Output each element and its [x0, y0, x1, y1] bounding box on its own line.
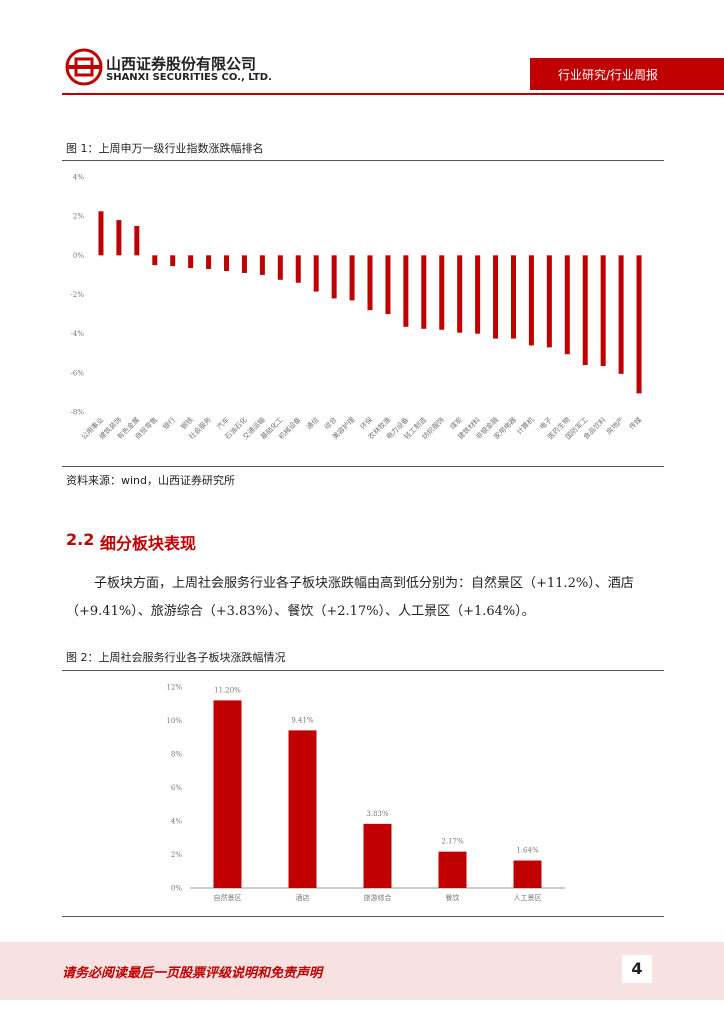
paragraph: 子板块方面，上周社会服务行业各子板块涨跌幅由高到低分别为：自然景区（+11.2%…: [66, 576, 634, 619]
report-type: 行业研究/行业周报: [558, 68, 659, 82]
bar: [564, 255, 570, 355]
bar: [206, 255, 212, 270]
x-tick-label: 电子: [538, 415, 554, 431]
bar: [170, 255, 176, 267]
figure-caption: 图 1：上周申万一级行业指数涨跌幅排名: [66, 142, 264, 155]
bar: [528, 255, 534, 346]
bar: [421, 255, 427, 329]
x-tick-label: 钢铁: [179, 415, 195, 431]
bar: [152, 255, 158, 266]
x-tick-label: 旅游综合: [364, 893, 392, 902]
bar: [331, 255, 337, 299]
bar: [98, 211, 104, 256]
bar: [600, 255, 606, 366]
x-tick-label: 人工景区: [514, 894, 542, 902]
y-tick-label: 2%: [171, 851, 182, 859]
y-tick-label: -2%: [71, 291, 85, 299]
y-tick-label: 0%: [171, 885, 182, 893]
bar: [134, 225, 140, 256]
figure-caption: 图 2：上周社会服务行业各子板块涨跌幅情况: [66, 651, 286, 664]
bar: [457, 255, 463, 333]
x-tick-label: 综合: [322, 415, 338, 431]
header-rule: [62, 93, 724, 95]
bar: [582, 255, 588, 365]
bar: [349, 255, 355, 301]
bar: [385, 255, 391, 315]
y-tick-label: 12%: [166, 684, 182, 692]
bar: [367, 255, 373, 311]
footer-band: [0, 942, 724, 1000]
value-label: 2.17%: [441, 838, 464, 846]
section-number: 2.2: [66, 530, 95, 549]
x-tick-label: 环保: [358, 415, 374, 431]
y-tick-label: -6%: [71, 369, 85, 377]
bar: [438, 851, 467, 888]
source: 资料来源：wind，山西证券研究所: [66, 474, 236, 487]
value-label: 3.83%: [366, 810, 389, 818]
bar: [188, 255, 194, 269]
bar: [403, 255, 409, 327]
y-tick-label: -4%: [71, 330, 85, 338]
x-tick-label: 房地产: [604, 415, 625, 436]
page-number: 4: [622, 955, 652, 983]
company: 山西证券股份有限公司: [106, 55, 257, 73]
value-label: 9.41%: [291, 716, 314, 724]
bar: [213, 700, 242, 888]
x-tick-label: 自然景区: [214, 893, 242, 902]
bar: [116, 220, 122, 256]
bar: [636, 255, 642, 394]
bar: [493, 255, 499, 339]
bar: [546, 255, 552, 348]
value-label: 1.64%: [516, 847, 539, 855]
x-tick-label: 传媒: [627, 415, 643, 431]
rule: [62, 160, 664, 161]
y-tick-label: 6%: [171, 784, 182, 792]
bar: [259, 255, 265, 275]
company-en: SHANXI SECURITIES CO., LTD.: [106, 72, 272, 83]
y-tick-label: 4%: [171, 818, 182, 826]
x-tick-label: 酒店: [296, 893, 310, 902]
x-tick-label: 煤炭: [448, 415, 464, 431]
y-tick-label: 8%: [171, 751, 182, 759]
y-tick-label: 2%: [73, 213, 84, 221]
rule: [62, 916, 664, 917]
bar: [513, 860, 542, 888]
chart: 0% 2% 4% 6% 8% 10% 12% 自然景区 11.20% 酒店 9.41% 旅游综合 3.8…: [166, 684, 565, 902]
x-tick-label: 银行: [161, 415, 177, 431]
y-tick-label: -8%: [71, 409, 85, 417]
y-tick-label: 0%: [73, 252, 84, 260]
bar: [510, 255, 516, 339]
bar: [363, 823, 392, 888]
x-tick-label: 汽车: [215, 415, 231, 431]
x-tick-label: 餐饮: [446, 893, 460, 902]
bar: [295, 255, 301, 283]
logo: [65, 48, 103, 86]
disclaimer: 请务必阅读最后一页股票评级说明和免责声明: [62, 966, 323, 981]
bar: [439, 255, 445, 330]
x-tick-label: 通信: [304, 415, 320, 431]
bar: [475, 255, 481, 334]
rule: [62, 466, 664, 467]
value-label: 11.20%: [214, 686, 241, 694]
y-tick-label: 4%: [73, 174, 84, 182]
x-tick-label: 计算机: [515, 415, 536, 436]
bar: [241, 255, 247, 273]
header-tab: [530, 58, 724, 90]
bar: [277, 255, 283, 280]
bar: [288, 730, 317, 888]
y-tick-label: 10%: [166, 717, 182, 725]
bar: [224, 255, 230, 271]
bar: [313, 255, 319, 292]
bar: [618, 255, 624, 374]
rule: [62, 670, 664, 671]
section-title: 细分板块表现: [100, 534, 197, 553]
